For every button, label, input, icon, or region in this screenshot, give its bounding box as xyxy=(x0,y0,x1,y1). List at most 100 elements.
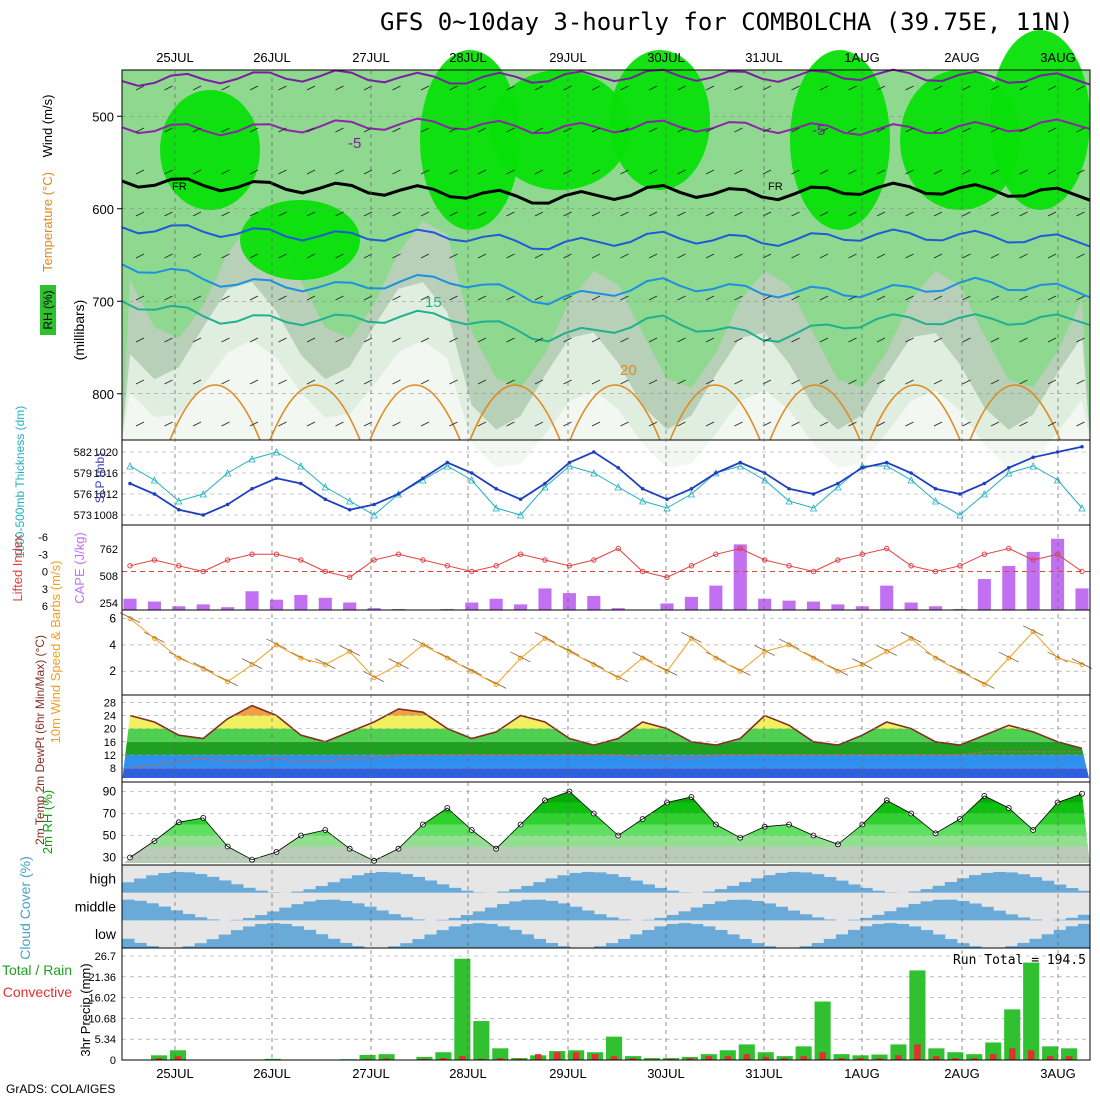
cloud-cell xyxy=(303,889,317,893)
rh-line xyxy=(129,791,1083,862)
cloud-panel: high middle low Cloud Cover (%) xyxy=(17,856,1091,960)
cloud-cell xyxy=(533,882,546,893)
cloud-cell xyxy=(533,938,546,948)
cloud-level-label: middle xyxy=(75,898,116,914)
cloud-cell xyxy=(642,884,655,893)
li-point xyxy=(493,563,499,569)
wind-barb xyxy=(819,127,829,133)
wind-barb xyxy=(1019,421,1028,427)
wind-barb xyxy=(677,421,686,427)
date-label-top: 25JUL xyxy=(156,50,194,65)
wind-barb xyxy=(1076,253,1085,259)
cloud-cell xyxy=(848,884,861,893)
temp-ytick-label: 28 xyxy=(104,697,116,709)
cloud-cell xyxy=(932,885,946,893)
wind-barb xyxy=(791,127,800,133)
wind-barb xyxy=(848,421,857,427)
cloud-cell xyxy=(569,872,583,893)
isotherm-warm xyxy=(269,384,361,441)
cloud-cell xyxy=(702,904,716,921)
li-point xyxy=(1006,545,1012,552)
wind-barb xyxy=(249,295,259,301)
cloud-cell xyxy=(509,901,522,921)
wind-barb xyxy=(705,421,715,427)
ua-ytick-label: 600 xyxy=(92,202,114,217)
wind-barb xyxy=(1047,421,1057,427)
cape-bar xyxy=(294,595,308,610)
wind-barb xyxy=(449,211,458,217)
wind-barb xyxy=(135,421,145,427)
wind-barb xyxy=(677,211,686,217)
cape-bar xyxy=(172,606,186,610)
wind-barb xyxy=(477,295,487,301)
cloud-cell xyxy=(896,907,909,921)
cloud-cell xyxy=(146,875,159,893)
wind-barb xyxy=(1019,85,1028,91)
cloud-cell xyxy=(436,919,450,921)
wind-barb xyxy=(563,127,572,133)
cloud-cell xyxy=(364,906,377,921)
wind-barb xyxy=(534,85,544,91)
cloud-cell xyxy=(351,903,365,921)
wind-barb xyxy=(420,421,430,427)
wind-barb xyxy=(734,337,743,343)
wind-barb xyxy=(249,127,259,133)
rh-ytick-label: 90 xyxy=(103,785,117,799)
rh-moist-area xyxy=(420,50,520,230)
wind-barb xyxy=(1076,169,1085,175)
cloud-cell xyxy=(944,899,958,921)
cloud-cell xyxy=(424,880,438,893)
cape-bar xyxy=(367,608,381,610)
temp-band xyxy=(122,741,1090,755)
cloud-cell xyxy=(811,874,825,893)
cloud-cell xyxy=(315,934,329,948)
wind-barb-10m xyxy=(485,678,507,689)
wind-barb xyxy=(192,337,202,343)
precip-total-bar xyxy=(473,1021,490,1060)
wind-barb xyxy=(221,379,230,385)
precip-total-bar xyxy=(378,1054,395,1060)
thickness-panel: 573 576 579 582 1008 1012 1016 1020 1000-500mb T… xyxy=(13,406,1090,558)
wind-barb xyxy=(677,253,686,259)
wind-barb xyxy=(192,421,202,427)
cloud-cell xyxy=(908,926,922,948)
cloud-cell xyxy=(1017,874,1030,893)
thickness-point xyxy=(1078,504,1086,512)
cloud-cell xyxy=(327,882,341,893)
cloud-cell xyxy=(956,943,970,948)
wind-barb xyxy=(990,253,1000,259)
cloud-cell xyxy=(872,914,885,921)
cloud-cell xyxy=(243,926,256,948)
wind-barb xyxy=(848,295,857,301)
cloud-cell xyxy=(279,907,292,921)
cloud-cell xyxy=(1065,917,1079,921)
slp-ytick-label: 1012 xyxy=(94,489,118,501)
precip-total-bar xyxy=(814,1001,831,1060)
wind-barb xyxy=(306,421,316,427)
precip-ytick-label: 21.36 xyxy=(88,972,116,984)
wind-barb xyxy=(221,85,230,91)
rh-band xyxy=(122,835,1090,847)
wind-barb xyxy=(762,169,772,175)
wind-barb xyxy=(192,211,202,217)
wind-barb xyxy=(990,127,1000,133)
wind-barb xyxy=(278,169,287,175)
cloud-cell xyxy=(739,899,752,921)
wind-barb xyxy=(734,421,743,427)
wind-barb-10m xyxy=(510,651,531,663)
precip-total-bar xyxy=(738,1044,755,1060)
contour-label: -5 xyxy=(812,122,825,139)
wind-barb xyxy=(563,421,572,427)
cloud-cell xyxy=(969,875,982,893)
cape-bar xyxy=(831,604,845,610)
wind-barb xyxy=(990,337,1000,343)
contour-label: 20 xyxy=(620,362,637,379)
cloud-cell xyxy=(1005,872,1018,893)
li-ylabel: Lifted Index xyxy=(10,534,25,602)
cape-bar xyxy=(733,544,747,610)
precip-convective-bar xyxy=(743,1054,751,1060)
precip-convective-bar xyxy=(534,1054,542,1060)
cloud-cell xyxy=(581,910,595,921)
cloud-cell xyxy=(557,903,571,921)
cloud-cell xyxy=(485,907,498,921)
